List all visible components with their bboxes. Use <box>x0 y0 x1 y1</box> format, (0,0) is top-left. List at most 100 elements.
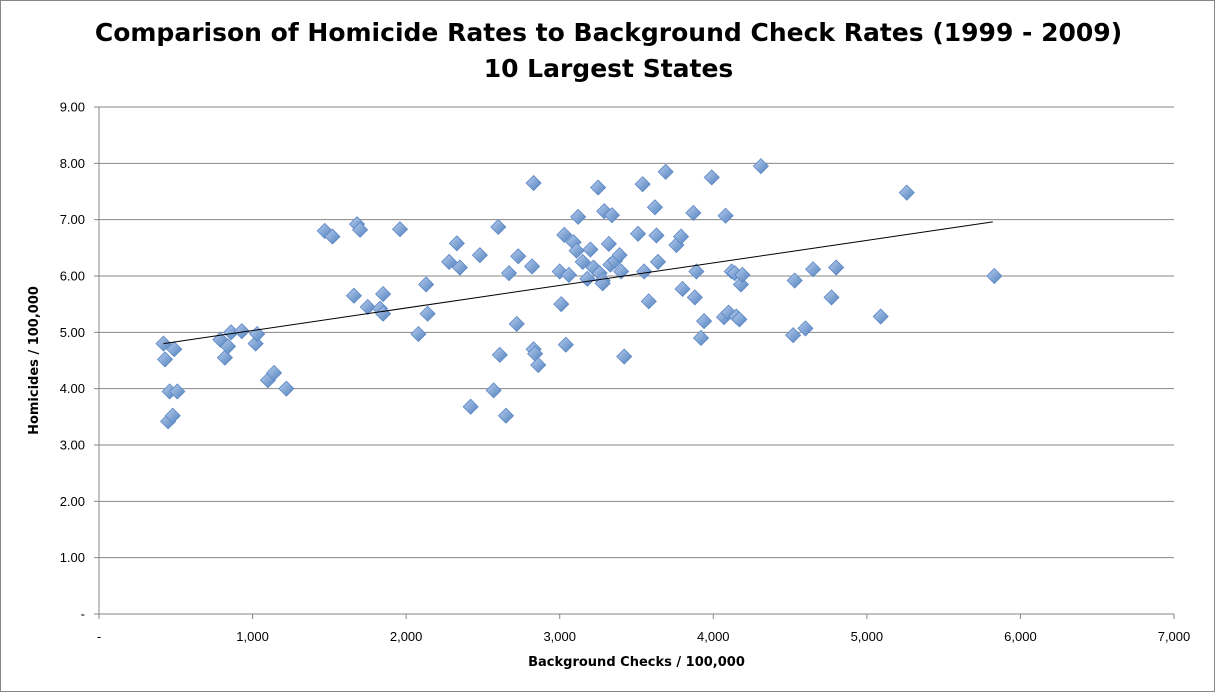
data-point <box>233 323 250 340</box>
data-point <box>734 266 751 283</box>
data-point <box>785 327 802 344</box>
data-point <box>557 336 574 353</box>
axes <box>98 107 1174 615</box>
data-point <box>613 263 630 280</box>
data-point <box>560 266 577 283</box>
data-point <box>674 280 691 298</box>
chart-title-block: Comparison of Homicide Rates to Backgrou… <box>1 15 1215 87</box>
gridlines <box>99 106 1174 559</box>
data-point <box>786 272 803 289</box>
data-point <box>600 235 617 252</box>
data-point <box>156 351 174 368</box>
data-point <box>510 248 527 265</box>
data-point <box>898 184 915 201</box>
data-point <box>219 338 237 355</box>
data-point <box>828 259 845 276</box>
data-point <box>616 348 633 365</box>
data-point <box>410 325 427 343</box>
data-point <box>752 158 769 175</box>
trendline <box>163 221 993 345</box>
x-axis-ticks: - 1,000 2,000 3,000 4,000 5,000 6,000 7,000 <box>97 614 1190 644</box>
data-point <box>579 270 596 287</box>
data-point <box>324 228 341 245</box>
data-point <box>703 169 720 186</box>
chart-title: Comparison of Homicide Rates to Backgrou… <box>94 18 1123 47</box>
data-point <box>216 349 233 366</box>
y-tick-label: 5.00 <box>60 325 85 340</box>
data-point <box>166 341 183 358</box>
data-point <box>441 253 458 270</box>
data-point <box>986 267 1003 285</box>
data-point <box>497 407 515 424</box>
chart-subtitle: 10 Largest States <box>483 54 734 83</box>
x-tick-label: 1,000 <box>236 629 269 644</box>
y-tick-label: 4.00 <box>60 381 85 396</box>
data-point <box>696 313 713 330</box>
data-point <box>611 247 628 264</box>
data-point <box>556 226 573 243</box>
y-axis-ticks: - 1.00 2.00 3.00 4.00 5.00 6.00 7.00 8.00 9.00 <box>60 100 99 622</box>
y-tick-label: 6.00 <box>60 269 85 284</box>
y-tick-label: 1.00 <box>60 550 85 565</box>
x-tick-label: 2,000 <box>390 629 423 644</box>
data-point <box>574 253 591 270</box>
data-point <box>731 311 748 328</box>
data-point <box>418 276 435 293</box>
data-point <box>646 199 663 216</box>
data-point <box>582 241 599 258</box>
y-tick-label: 2.00 <box>60 494 85 509</box>
data-point <box>640 293 657 310</box>
data-point <box>648 227 665 244</box>
data-point <box>524 258 541 275</box>
data-point <box>375 305 392 322</box>
data-point <box>629 225 647 242</box>
data-point <box>636 263 653 280</box>
data-point <box>352 221 369 238</box>
data-point <box>805 261 822 278</box>
data-point <box>797 320 814 337</box>
data-point <box>823 289 840 306</box>
x-tick-label: - <box>97 629 101 644</box>
data-point <box>685 204 702 221</box>
x-tick-label: 7,000 <box>1158 629 1191 644</box>
x-tick-label: 3,000 <box>543 629 576 644</box>
data-point <box>278 380 295 397</box>
data-point <box>590 179 607 196</box>
data-point <box>491 346 508 363</box>
y-tick-label: 3.00 <box>60 438 85 453</box>
data-point <box>717 207 734 224</box>
data-point <box>603 207 620 224</box>
y-tick-label: 8.00 <box>60 156 85 171</box>
y-axis-title: Homicides / 100,000 <box>27 286 42 435</box>
scatter-points <box>155 158 1003 430</box>
data-point <box>471 247 488 264</box>
data-point <box>508 315 525 332</box>
data-point <box>553 296 570 313</box>
data-point <box>391 221 409 238</box>
data-point <box>169 383 186 400</box>
data-point <box>451 259 468 276</box>
x-tick-label: 5,000 <box>851 629 884 644</box>
data-point <box>448 235 465 252</box>
data-point <box>649 253 667 270</box>
data-point <box>525 174 542 192</box>
data-point <box>490 218 507 236</box>
data-point <box>530 356 547 374</box>
data-point <box>872 308 889 325</box>
data-point <box>345 287 362 304</box>
data-point <box>266 364 283 381</box>
data-point <box>688 263 705 280</box>
x-tick-label: 4,000 <box>697 629 730 644</box>
data-point <box>686 289 703 306</box>
data-point <box>672 228 690 245</box>
data-point <box>419 305 436 322</box>
y-tick-label: 9.00 <box>60 100 85 115</box>
data-point <box>500 265 518 282</box>
data-point <box>485 382 502 399</box>
x-tick-label: 6,000 <box>1004 629 1037 644</box>
data-point <box>570 208 587 225</box>
data-point <box>164 407 181 424</box>
data-point <box>568 242 585 259</box>
